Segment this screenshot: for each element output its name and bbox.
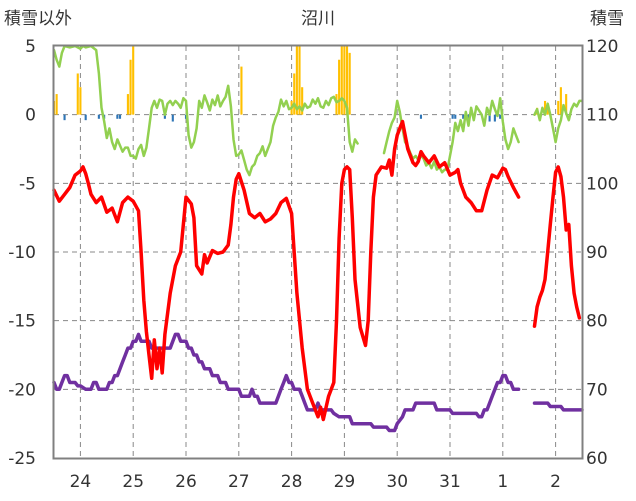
- right-tick-label: 60: [586, 449, 608, 469]
- precip-bar: [345, 46, 349, 115]
- plot-frame: [52, 44, 584, 460]
- left-tick-label: -5: [19, 174, 36, 194]
- precip-bar: [543, 100, 547, 115]
- grid-lines: [54, 46, 582, 458]
- x-tick-label: 27: [228, 472, 250, 492]
- wind-line: [52, 44, 359, 177]
- temp_change-bar: [467, 114, 470, 119]
- precip-bar: [557, 100, 560, 115]
- precip-bar: [293, 73, 296, 115]
- right-tick-label: 110: [586, 106, 618, 126]
- left-tick-label: -15: [8, 312, 36, 332]
- snow_depth-line: [532, 401, 584, 412]
- left-tick-label: 5: [25, 37, 36, 57]
- precip-bar: [559, 87, 562, 115]
- x-tick-label: 28: [281, 472, 303, 492]
- temperature-line: [532, 165, 582, 328]
- x-tick-label: 2: [550, 472, 561, 492]
- temp_change-bar: [419, 114, 423, 119]
- chart-title: 沼川: [301, 9, 335, 29]
- snow_depth-line: [52, 332, 521, 433]
- x-tick-label: 24: [70, 472, 92, 492]
- right-tick-label: 120: [586, 37, 618, 57]
- temp_change-bar: [493, 114, 496, 122]
- x-tick-label: 1: [497, 472, 508, 492]
- x-tick-label: 29: [334, 472, 356, 492]
- temp_change-bar: [451, 114, 454, 119]
- precip-bar: [343, 46, 346, 115]
- temperature-line: [52, 119, 521, 422]
- left-tick-label: 0: [25, 106, 36, 126]
- precip-bar: [79, 87, 82, 115]
- left-axis-label: 積雪以外: [4, 9, 72, 29]
- x-tick-label: 31: [439, 472, 461, 492]
- left-tick-label: -10: [8, 243, 36, 263]
- x-tick-label: 30: [386, 472, 408, 492]
- precip-bar: [565, 94, 568, 115]
- temp_change-bar: [116, 114, 119, 119]
- precip-bar: [335, 94, 338, 115]
- axis-tick-labels: 5 120 0 110 -5 100 -10 90 -15 80 -20 70 -25 60 24 25 26 2…: [8, 37, 618, 492]
- precip-bar: [295, 46, 298, 115]
- precip-bar: [55, 94, 58, 115]
- right-tick-label: 70: [586, 380, 608, 400]
- precip-bar: [129, 59, 132, 115]
- precip-bar: [126, 94, 129, 115]
- precip-bar: [132, 46, 135, 115]
- precip-bar: [76, 73, 79, 115]
- precip-bar: [340, 46, 343, 115]
- temp_change-bar: [118, 114, 122, 119]
- line-series: [52, 44, 584, 433]
- precip-bar: [338, 59, 341, 115]
- precip-bar: [298, 46, 301, 115]
- x-tick-label: 26: [175, 472, 197, 492]
- wind-line: [533, 99, 584, 144]
- right-tick-label: 90: [586, 243, 608, 263]
- temp_change-bar: [488, 114, 491, 122]
- temp_change-bar: [84, 114, 87, 121]
- precip-bar: [348, 52, 351, 115]
- temp_change-bar: [454, 114, 457, 119]
- left-tick-label: -20: [8, 380, 36, 400]
- temp_change-bar: [171, 114, 174, 122]
- temp_change-bar: [462, 114, 465, 119]
- x-tick-label: 25: [122, 472, 144, 492]
- temp_change-bar: [97, 114, 100, 119]
- temp_change-bar: [499, 114, 502, 119]
- precip-bar: [240, 66, 243, 115]
- temp_change-bar: [163, 114, 166, 119]
- precip-bar: [301, 87, 304, 115]
- temp_change-bar: [63, 114, 66, 121]
- precip-bar: [546, 103, 549, 115]
- right-tick-label: 80: [586, 312, 608, 332]
- right-tick-label: 100: [586, 174, 618, 194]
- right-axis-label: 積雪: [590, 9, 624, 29]
- left-tick-label: -25: [8, 449, 36, 469]
